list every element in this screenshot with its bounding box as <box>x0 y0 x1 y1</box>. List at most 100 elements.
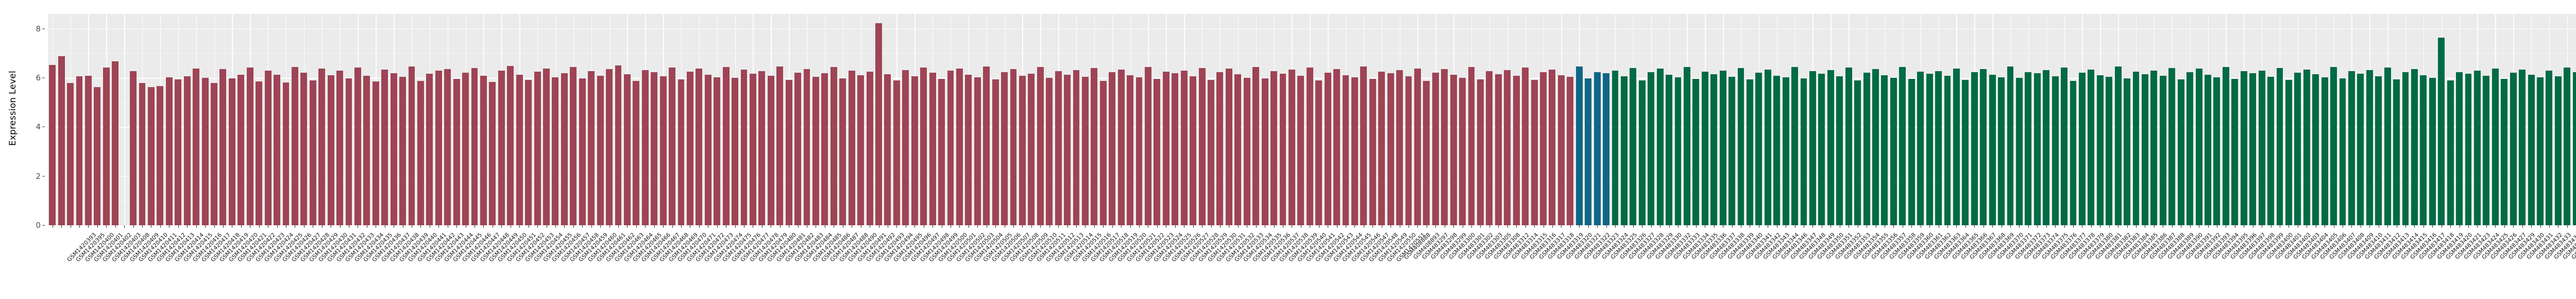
bar[interactable] <box>2312 74 2319 225</box>
bar[interactable] <box>228 78 235 225</box>
bar[interactable] <box>1666 75 1672 225</box>
bar[interactable] <box>2177 79 2184 225</box>
bar[interactable] <box>381 70 388 225</box>
bar[interactable] <box>1306 67 1313 225</box>
bar[interactable] <box>1486 71 1493 225</box>
bar[interactable] <box>1854 80 1861 225</box>
bar[interactable] <box>722 67 730 225</box>
bar[interactable] <box>1638 80 1646 225</box>
bar[interactable] <box>929 73 936 225</box>
bar[interactable] <box>579 78 586 225</box>
bar[interactable] <box>1800 78 1807 225</box>
bar[interactable] <box>130 71 137 225</box>
bar[interactable] <box>2222 67 2229 225</box>
bar[interactable] <box>489 81 496 225</box>
bar[interactable] <box>1396 70 1403 225</box>
bar[interactable] <box>1010 69 1017 225</box>
bar[interactable] <box>902 70 909 225</box>
bar[interactable] <box>516 74 523 225</box>
bar[interactable] <box>552 77 559 225</box>
bar[interactable] <box>211 82 217 225</box>
bar[interactable] <box>2213 77 2221 225</box>
bar[interactable] <box>570 67 577 225</box>
bar[interactable] <box>2088 69 2095 225</box>
bar[interactable] <box>1225 69 1232 225</box>
bar[interactable] <box>974 77 981 225</box>
bar[interactable] <box>238 75 245 225</box>
bar[interactable] <box>1585 78 1592 225</box>
bar[interactable] <box>956 68 963 225</box>
bar[interactable] <box>794 72 802 225</box>
bar[interactable] <box>1387 73 1394 225</box>
bar[interactable] <box>444 69 451 225</box>
bar[interactable] <box>1198 68 1206 225</box>
bar[interactable] <box>2168 68 2176 225</box>
bar[interactable] <box>1531 80 1538 225</box>
bar[interactable] <box>2357 73 2364 225</box>
bar[interactable] <box>2474 70 2481 225</box>
bar[interactable] <box>1342 75 1349 225</box>
bar[interactable] <box>390 73 397 225</box>
bar[interactable] <box>704 75 711 225</box>
bar[interactable] <box>2285 80 2292 225</box>
bar[interactable] <box>1324 72 1331 225</box>
bar[interactable] <box>256 81 263 225</box>
bar[interactable] <box>848 70 855 225</box>
bar[interactable] <box>543 69 550 225</box>
bar[interactable] <box>1378 72 1385 225</box>
bar[interactable] <box>696 68 703 225</box>
bar[interactable] <box>300 72 308 225</box>
bar[interactable] <box>183 76 191 225</box>
bar[interactable] <box>1468 67 1475 225</box>
bar[interactable] <box>1234 74 1242 225</box>
bar[interactable] <box>1594 72 1601 225</box>
bar[interactable] <box>462 73 469 225</box>
bar[interactable] <box>1728 76 1736 225</box>
bar[interactable] <box>1908 79 1915 225</box>
bar[interactable] <box>2456 72 2463 225</box>
bar[interactable] <box>1081 76 1089 225</box>
bar[interactable] <box>408 67 415 225</box>
bar[interactable] <box>1019 76 1026 225</box>
bar[interactable] <box>1073 70 1080 225</box>
bar[interactable] <box>597 75 604 225</box>
bar[interactable] <box>2537 77 2544 225</box>
bar[interactable] <box>2366 70 2373 225</box>
bar[interactable] <box>471 68 478 225</box>
bar[interactable] <box>866 72 873 225</box>
bar[interactable] <box>983 67 990 225</box>
bar[interactable] <box>2033 73 2041 225</box>
bar[interactable] <box>2070 80 2077 225</box>
bar[interactable] <box>1252 67 1260 225</box>
bar[interactable] <box>776 66 784 225</box>
bar[interactable] <box>1818 73 1825 225</box>
bar[interactable] <box>417 80 424 225</box>
bar[interactable] <box>669 68 675 225</box>
bar[interactable] <box>525 79 532 225</box>
bar[interactable] <box>2519 69 2526 225</box>
bar[interactable] <box>623 74 631 225</box>
bar[interactable] <box>2528 74 2535 225</box>
bar[interactable] <box>1333 69 1340 225</box>
bar[interactable] <box>1064 74 1071 225</box>
bar[interactable] <box>49 65 56 225</box>
bar[interactable] <box>659 76 667 225</box>
bar[interactable] <box>2339 78 2346 225</box>
bar[interactable] <box>274 75 280 225</box>
bar[interactable] <box>1575 67 1583 225</box>
bar[interactable] <box>2303 70 2310 225</box>
bar[interactable] <box>812 77 819 225</box>
bar[interactable] <box>453 79 460 225</box>
bar[interactable] <box>2187 72 2194 225</box>
bar[interactable] <box>911 76 918 225</box>
bar[interactable] <box>1989 74 1996 225</box>
bar[interactable] <box>884 74 891 225</box>
bar[interactable] <box>875 23 882 225</box>
bar[interactable] <box>1836 76 1843 225</box>
bar[interactable] <box>1351 77 1358 225</box>
bar[interactable] <box>588 71 595 225</box>
bar[interactable] <box>157 86 164 225</box>
bar[interactable] <box>2276 68 2283 225</box>
bar[interactable] <box>94 87 101 225</box>
bar[interactable] <box>2106 76 2113 225</box>
